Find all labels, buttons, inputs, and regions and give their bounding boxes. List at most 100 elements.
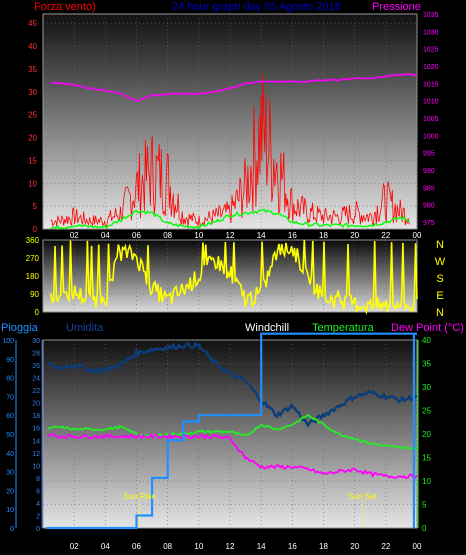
series-media-vento xyxy=(50,208,410,231)
compass-tick-label: N xyxy=(436,307,444,319)
hour-tick-label: 20 xyxy=(350,542,359,551)
temperature-tick-label: 40 xyxy=(422,336,431,345)
rain-tick-label: 0 xyxy=(10,526,14,533)
humidity-tick-label: 6 xyxy=(36,488,40,495)
temperature-tick-label: 0 xyxy=(422,524,427,533)
pressure-axis-ticks: 975 980 985 990 995 1000 1005 1010 1015 1020 1025 1… xyxy=(423,12,439,227)
hour-tick-label: 12 xyxy=(226,542,235,551)
temperature-tick-label: 5 xyxy=(422,501,427,510)
pressure-tick-label: 990 xyxy=(423,168,435,175)
wind-tick-label: 25 xyxy=(28,111,37,120)
hour-tick-label: 04 xyxy=(101,542,110,551)
wind-tick-label: 40 xyxy=(28,42,37,51)
series-direzione xyxy=(50,240,418,316)
sun-marker-label: Sun Set xyxy=(348,492,377,501)
hour-tick-label: 16 xyxy=(288,542,297,551)
pressure-tick-label: 1010 xyxy=(423,99,439,106)
wind-direction-series xyxy=(50,240,418,316)
direction-tick-label: 0 xyxy=(35,308,40,317)
series-forza-vento xyxy=(50,73,410,227)
humidity-tick-label: 10 xyxy=(32,463,40,470)
pressure-tick-label: 980 xyxy=(423,203,435,210)
rain-tick-label: 50 xyxy=(6,432,14,439)
humidity-tick-label: 24 xyxy=(32,376,40,383)
hour-tick-label: 12 xyxy=(226,231,235,240)
hour-tick-label: 02 xyxy=(70,231,79,240)
pressure-axis-title: Pressione xyxy=(372,1,421,13)
pressure-tick-label: 1005 xyxy=(423,116,439,123)
rain-tick-label: 60 xyxy=(6,413,14,420)
direction-tick-label: 360 xyxy=(26,236,40,245)
wind-tick-label: 10 xyxy=(28,179,37,188)
rain-tick-label: 80 xyxy=(6,376,14,383)
hour-tick-label: 14 xyxy=(257,231,266,240)
wind-tick-label: 20 xyxy=(28,134,37,143)
rain-tick-label: 90 xyxy=(6,357,14,364)
hour-tick-label: 00 xyxy=(413,231,422,240)
humidity-tick-label: 8 xyxy=(36,476,40,483)
pressure-tick-label: 975 xyxy=(423,220,435,227)
temperature-tick-label: 25 xyxy=(422,407,431,416)
hour-tick-label: 06 xyxy=(132,542,141,551)
wind-pressure-plot xyxy=(42,13,418,230)
temperature-humidity-series xyxy=(46,332,418,530)
wind-tick-label: 0 xyxy=(33,225,38,234)
temperature-tick-label: 30 xyxy=(422,383,431,392)
pressure-tick-label: 995 xyxy=(423,151,435,158)
wind-axis-ticks: 0 5 10 15 20 25 30 35 40 45 xyxy=(28,19,37,234)
hour-tick-label: 22 xyxy=(381,231,390,240)
windchill-label: Windchill xyxy=(245,322,289,334)
hour-tick-label: 10 xyxy=(194,542,203,551)
rain-tick-label: 10 xyxy=(6,507,14,514)
pressure-tick-label: 1000 xyxy=(423,133,439,140)
hour-tick-label: 02 xyxy=(70,542,79,551)
hour-tick-label: 08 xyxy=(163,231,172,240)
series-temperatura xyxy=(47,413,418,451)
hour-tick-label: 08 xyxy=(163,542,172,551)
pressure-tick-label: 1030 xyxy=(423,29,439,36)
hour-tick-label: 18 xyxy=(319,542,328,551)
hour-axis-top: 02 04 06 08 10 12 14 16 18 20 22 00 xyxy=(70,231,422,240)
humidity-tick-label: 16 xyxy=(32,426,40,433)
humidity-tick-label: 26 xyxy=(32,363,40,370)
humidity-tick-label: 20 xyxy=(32,401,40,408)
temperature-tick-label: 20 xyxy=(422,430,431,439)
pressure-tick-label: 1025 xyxy=(423,47,439,54)
humidity-tick-label: 12 xyxy=(32,451,40,458)
graph-title: 24 hour graph day 05 Agosto 2018 xyxy=(172,1,341,13)
pressure-tick-label: 1020 xyxy=(423,64,439,71)
temperature-tick-label: 35 xyxy=(422,360,431,369)
rain-axis-title: Pioggia xyxy=(1,322,39,334)
compass-tick-label: N xyxy=(436,239,444,251)
series-dew-point xyxy=(47,432,418,480)
wind-pressure-series xyxy=(50,73,418,231)
temperature-humidity-grid xyxy=(43,339,418,529)
wind-tick-label: 15 xyxy=(28,156,37,165)
temperature-tick-label: 10 xyxy=(422,477,431,486)
humidity-tick-label: 0 xyxy=(36,526,40,533)
direction-tick-label: 270 xyxy=(26,254,40,263)
series-pioggia xyxy=(46,332,417,530)
wind-tick-label: 5 xyxy=(33,202,38,211)
hour-tick-label: 18 xyxy=(319,231,328,240)
hour-tick-label: 10 xyxy=(194,231,203,240)
dewpoint-label: Dew Point (°C) xyxy=(391,322,464,334)
hour-tick-label: 16 xyxy=(288,231,297,240)
humidity-tick-label: 2 xyxy=(36,513,40,520)
direction-tick-label: 90 xyxy=(30,290,39,299)
rain-tick-label: 40 xyxy=(6,451,14,458)
rain-tick-label: 100 xyxy=(2,338,14,345)
humidity-axis-title: Umidita xyxy=(66,322,104,334)
series-umidita xyxy=(47,341,418,428)
pressure-tick-label: 1015 xyxy=(423,81,439,88)
hour-tick-label: 14 xyxy=(257,542,266,551)
temperature-tick-label: 15 xyxy=(422,454,431,463)
hour-tick-label: 20 xyxy=(350,231,359,240)
temperature-axis-title: Temperatura xyxy=(312,322,375,334)
pressure-tick-label: 1035 xyxy=(423,12,439,19)
compass-tick-label: S xyxy=(436,273,443,285)
hour-tick-label: 00 xyxy=(413,542,422,551)
rain-tick-label: 70 xyxy=(6,394,14,401)
